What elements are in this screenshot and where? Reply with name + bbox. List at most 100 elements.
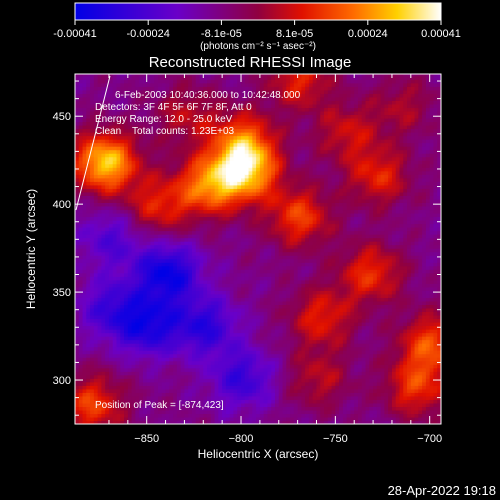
heatmap-cell <box>203 244 208 249</box>
heatmap-cell <box>75 74 80 77</box>
heatmap-cell <box>127 385 133 390</box>
heatmap-cell <box>108 167 114 172</box>
heatmap-cell <box>191 96 197 101</box>
heatmap-cell <box>75 128 80 133</box>
heatmap-cell <box>229 114 235 119</box>
heatmap-cell <box>161 188 167 193</box>
heatmap-cell <box>86 167 91 172</box>
heatmap-cell <box>203 241 208 246</box>
heatmap-cell <box>214 314 219 320</box>
heatmap-cell <box>173 74 178 77</box>
heatmap-cell <box>191 392 197 397</box>
heatmap-cell <box>256 223 261 228</box>
heatmap-cell <box>176 325 182 330</box>
heatmap-cell <box>248 170 253 175</box>
heatmap-cell <box>158 103 163 109</box>
heatmap-cell <box>252 237 257 242</box>
heatmap-cell <box>146 234 152 239</box>
heatmap-cell <box>237 307 242 313</box>
heatmap-cell <box>176 251 182 256</box>
heatmap-cell <box>142 416 148 422</box>
heatmap-cell <box>90 121 95 126</box>
heatmap-cell <box>112 74 118 77</box>
heatmap-cell <box>112 325 118 330</box>
heatmap-cell <box>173 128 178 133</box>
heatmap-cell <box>108 177 114 182</box>
heatmap-cell <box>225 93 231 98</box>
heatmap-cell <box>210 395 216 400</box>
heatmap-cell <box>207 420 212 424</box>
heatmap-cell <box>150 128 155 133</box>
heatmap-cell <box>105 216 110 221</box>
heatmap-cell <box>101 184 106 189</box>
heatmap-cell <box>207 360 212 365</box>
heatmap-cell <box>97 219 103 225</box>
heatmap-cell <box>176 103 182 109</box>
heatmap-cell <box>241 332 246 337</box>
heatmap-cell <box>82 198 87 203</box>
heatmap-cell <box>180 135 186 140</box>
heatmap-cell <box>154 75 159 80</box>
heatmap-cell <box>176 314 182 320</box>
heatmap-cell <box>86 385 91 390</box>
heatmap-cell <box>222 79 227 84</box>
heatmap-cell <box>75 381 80 386</box>
heatmap-cell <box>244 269 250 274</box>
heatmap-cell <box>112 321 118 327</box>
heatmap-cell <box>86 283 91 288</box>
heatmap-cell <box>161 75 167 80</box>
heatmap-cell <box>124 153 129 158</box>
heatmap-cell <box>173 262 178 267</box>
heatmap-cell <box>203 321 208 327</box>
heatmap-cell <box>146 248 152 253</box>
heatmap-cell <box>191 153 197 158</box>
heatmap-cell <box>225 223 231 228</box>
heatmap-cell <box>75 205 80 211</box>
heatmap-cell <box>150 216 155 221</box>
heatmap-cell <box>112 191 118 196</box>
heatmap-cell <box>131 258 136 263</box>
heatmap-cell <box>93 318 99 323</box>
heatmap-cell <box>207 79 212 84</box>
heatmap-cell <box>176 413 182 418</box>
heatmap-cell <box>146 128 152 133</box>
heatmap-cell <box>135 230 140 235</box>
heatmap-cell <box>105 230 110 235</box>
heatmap-cell <box>199 371 204 376</box>
heatmap-cell <box>161 406 167 411</box>
heatmap-cell <box>112 132 118 137</box>
heatmap-cell <box>131 160 136 165</box>
heatmap-cell <box>256 163 261 168</box>
heatmap-cell <box>252 276 257 281</box>
heatmap-cell <box>116 205 121 211</box>
heatmap-cell <box>188 142 193 147</box>
heatmap-cell <box>150 74 155 77</box>
heatmap-cell <box>150 367 155 372</box>
heatmap-cell <box>169 198 174 203</box>
heatmap-cell <box>256 325 261 330</box>
heatmap-cell <box>142 139 148 144</box>
heatmap-cell <box>161 209 167 214</box>
heatmap-cell <box>124 209 129 214</box>
heatmap-cell <box>97 374 103 379</box>
heatmap-cell <box>93 286 99 291</box>
heatmap-cell <box>93 96 99 101</box>
heatmap-cell <box>225 413 231 418</box>
heatmap-cell <box>105 286 110 291</box>
colorbar-ticks <box>74 20 442 25</box>
heatmap-cell <box>120 128 125 133</box>
heatmap-cell <box>252 198 257 203</box>
heatmap-cell <box>222 374 227 379</box>
heatmap-cell <box>127 251 133 256</box>
heatmap-cell <box>180 110 186 116</box>
heatmap-cell <box>146 416 152 422</box>
heatmap-cell <box>154 300 159 305</box>
heatmap-cell <box>184 121 189 126</box>
heatmap-cell <box>101 318 106 323</box>
heatmap-cell <box>120 304 125 309</box>
heatmap-cell <box>191 146 197 151</box>
heatmap-cell <box>237 103 242 109</box>
heatmap-cell <box>195 367 201 372</box>
heatmap-cell <box>150 135 155 140</box>
heatmap-cell <box>112 364 118 369</box>
